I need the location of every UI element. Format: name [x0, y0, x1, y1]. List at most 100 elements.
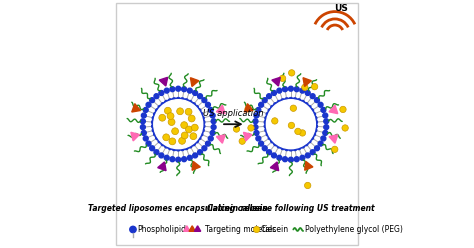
- Circle shape: [152, 120, 156, 124]
- Circle shape: [181, 122, 188, 128]
- Circle shape: [256, 136, 261, 141]
- Circle shape: [294, 157, 299, 162]
- Circle shape: [150, 146, 155, 151]
- Circle shape: [289, 147, 293, 151]
- Circle shape: [179, 137, 185, 144]
- Circle shape: [266, 94, 272, 99]
- Circle shape: [164, 155, 169, 160]
- Circle shape: [197, 135, 201, 140]
- Circle shape: [254, 113, 259, 118]
- Circle shape: [188, 100, 192, 105]
- Circle shape: [210, 113, 215, 118]
- Circle shape: [307, 139, 311, 143]
- Circle shape: [272, 118, 278, 124]
- Circle shape: [154, 94, 159, 99]
- Circle shape: [273, 141, 278, 146]
- Circle shape: [168, 119, 175, 125]
- Text: US application: US application: [203, 109, 264, 118]
- Circle shape: [307, 105, 311, 110]
- Circle shape: [152, 128, 157, 132]
- Circle shape: [164, 88, 169, 93]
- Circle shape: [163, 134, 170, 141]
- Circle shape: [277, 155, 282, 160]
- Circle shape: [184, 99, 188, 103]
- Circle shape: [158, 105, 163, 110]
- Circle shape: [199, 112, 203, 117]
- Circle shape: [312, 116, 317, 120]
- Circle shape: [313, 120, 318, 124]
- Circle shape: [324, 119, 328, 124]
- Circle shape: [259, 141, 264, 146]
- Circle shape: [170, 87, 175, 92]
- Circle shape: [304, 141, 308, 146]
- Circle shape: [304, 103, 308, 107]
- Circle shape: [264, 124, 269, 128]
- Circle shape: [198, 150, 202, 155]
- Circle shape: [272, 91, 276, 95]
- Circle shape: [271, 105, 275, 110]
- Circle shape: [266, 132, 271, 136]
- Circle shape: [273, 103, 278, 107]
- Circle shape: [210, 130, 215, 135]
- Circle shape: [281, 99, 285, 103]
- Circle shape: [198, 94, 202, 99]
- Circle shape: [246, 80, 335, 169]
- Circle shape: [239, 138, 246, 144]
- Circle shape: [155, 135, 160, 140]
- Circle shape: [300, 155, 305, 160]
- Circle shape: [140, 125, 146, 130]
- Circle shape: [305, 91, 310, 95]
- Circle shape: [152, 124, 156, 128]
- Circle shape: [342, 125, 348, 131]
- Circle shape: [254, 226, 260, 233]
- Circle shape: [233, 126, 240, 132]
- Circle shape: [281, 145, 285, 150]
- Circle shape: [297, 99, 301, 103]
- Circle shape: [208, 136, 213, 141]
- Circle shape: [324, 125, 328, 130]
- Circle shape: [245, 106, 251, 112]
- Circle shape: [161, 103, 165, 107]
- Circle shape: [168, 145, 173, 150]
- Text: Targeting moieties: Targeting moieties: [205, 225, 276, 234]
- Circle shape: [180, 98, 184, 102]
- Circle shape: [134, 80, 223, 169]
- Circle shape: [167, 113, 174, 120]
- Circle shape: [262, 146, 267, 151]
- Circle shape: [297, 145, 301, 150]
- Circle shape: [279, 75, 286, 82]
- Circle shape: [259, 102, 264, 107]
- Circle shape: [254, 130, 259, 135]
- Circle shape: [271, 139, 275, 143]
- Circle shape: [140, 119, 146, 124]
- Circle shape: [150, 98, 155, 103]
- Circle shape: [154, 132, 158, 136]
- Circle shape: [310, 150, 315, 155]
- Circle shape: [284, 146, 289, 151]
- Circle shape: [283, 87, 287, 92]
- Text: Phospholipid: Phospholipid: [137, 225, 186, 234]
- Circle shape: [265, 116, 269, 120]
- Circle shape: [268, 135, 273, 140]
- Circle shape: [159, 114, 166, 121]
- Circle shape: [130, 226, 136, 233]
- Circle shape: [292, 98, 297, 102]
- Circle shape: [176, 157, 181, 162]
- Circle shape: [146, 141, 151, 146]
- Circle shape: [315, 146, 319, 151]
- Circle shape: [301, 84, 308, 91]
- Circle shape: [301, 144, 305, 148]
- Circle shape: [318, 102, 323, 107]
- Circle shape: [193, 153, 198, 158]
- Circle shape: [154, 112, 158, 117]
- Circle shape: [289, 70, 295, 76]
- Circle shape: [193, 91, 198, 95]
- Circle shape: [312, 128, 317, 132]
- Circle shape: [321, 107, 326, 112]
- Circle shape: [188, 144, 192, 148]
- Text: US: US: [334, 4, 348, 13]
- Circle shape: [208, 107, 213, 112]
- Circle shape: [200, 128, 204, 132]
- Circle shape: [300, 88, 305, 93]
- Circle shape: [159, 153, 164, 158]
